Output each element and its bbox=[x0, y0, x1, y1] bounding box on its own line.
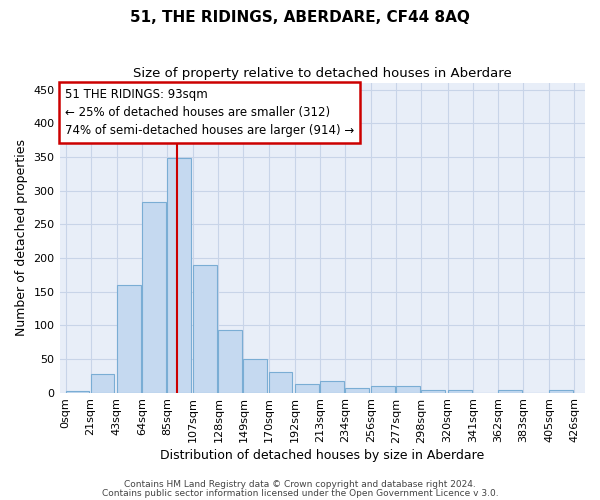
Bar bbox=[91, 374, 115, 392]
Y-axis label: Number of detached properties: Number of detached properties bbox=[15, 140, 28, 336]
Text: 51 THE RIDINGS: 93sqm
← 25% of detached houses are smaller (312)
74% of semi-det: 51 THE RIDINGS: 93sqm ← 25% of detached … bbox=[65, 88, 354, 136]
Title: Size of property relative to detached houses in Aberdare: Size of property relative to detached ho… bbox=[133, 68, 512, 80]
Bar bbox=[269, 372, 292, 392]
Bar bbox=[320, 381, 344, 392]
Bar bbox=[448, 390, 472, 392]
Text: Contains public sector information licensed under the Open Government Licence v : Contains public sector information licen… bbox=[101, 488, 499, 498]
Bar bbox=[549, 390, 573, 392]
Text: Contains HM Land Registry data © Crown copyright and database right 2024.: Contains HM Land Registry data © Crown c… bbox=[124, 480, 476, 489]
Bar bbox=[65, 390, 89, 392]
Bar bbox=[295, 384, 319, 392]
Bar bbox=[142, 202, 166, 392]
Bar bbox=[117, 285, 141, 393]
Bar bbox=[397, 386, 420, 392]
Bar bbox=[371, 386, 395, 392]
Bar bbox=[218, 330, 242, 392]
Bar bbox=[244, 359, 268, 392]
Bar bbox=[193, 264, 217, 392]
Bar bbox=[421, 390, 445, 392]
Bar bbox=[167, 158, 191, 392]
X-axis label: Distribution of detached houses by size in Aberdare: Distribution of detached houses by size … bbox=[160, 450, 484, 462]
Bar bbox=[345, 388, 369, 392]
Text: 51, THE RIDINGS, ABERDARE, CF44 8AQ: 51, THE RIDINGS, ABERDARE, CF44 8AQ bbox=[130, 10, 470, 25]
Bar bbox=[498, 390, 522, 392]
